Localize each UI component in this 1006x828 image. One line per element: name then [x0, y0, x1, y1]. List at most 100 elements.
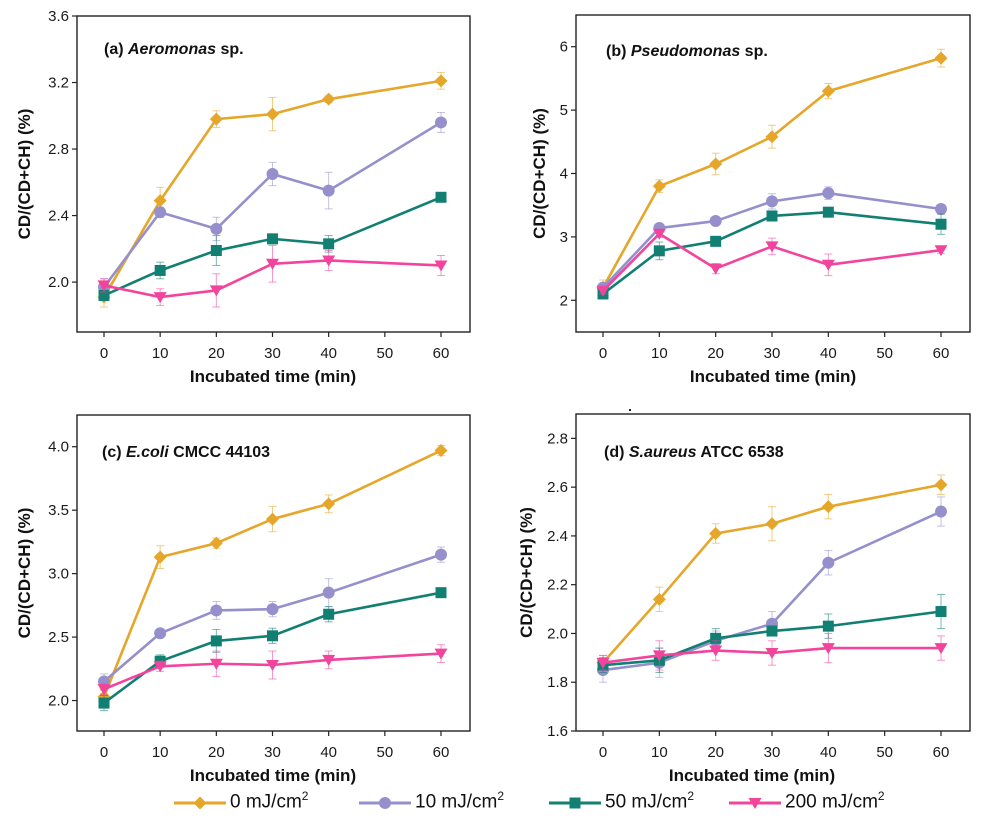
panel-a: 2.0 2.4 2.8 3.2 3.6 0 10 20 30 40 50 60 Incubated ti… — [15, 8, 471, 386]
panel-title: (a) Aeromonas sp. — [104, 41, 244, 58]
data-point — [653, 245, 665, 257]
series-3 — [97, 245, 448, 308]
data-point — [210, 222, 223, 235]
data-point — [266, 512, 279, 526]
data-point — [154, 206, 167, 219]
y-tick-label: 1.6 — [547, 723, 568, 740]
data-point — [710, 235, 722, 247]
data-point — [709, 645, 723, 657]
data-point — [323, 608, 335, 620]
panel-title-suffix: sp. — [216, 41, 244, 58]
data-point — [765, 130, 779, 144]
y-tick-label: 3.6 — [48, 8, 69, 25]
data-point — [98, 697, 110, 709]
legend: 0 mJ/cm2 10 mJ/cm2 50 mJ/cm2 200 mJ/cm2 — [170, 786, 930, 820]
panel-title: (b) Pseudomonas sp. — [606, 43, 768, 60]
panel-d: 1.6 1.8 2.0 2.2 2.4 2.6 2.8 0 10 20 30 40 50 60 Incuba… — [517, 413, 971, 785]
data-point — [821, 259, 835, 271]
series-line — [102, 79, 442, 298]
data-point — [210, 245, 222, 257]
y-axis-title: CD/(CD+CH) (%) — [15, 508, 34, 639]
series-line — [602, 610, 942, 667]
legend-label-0mj: 0 mJ/cm2 — [230, 788, 309, 813]
data-point — [434, 648, 448, 660]
data-point — [267, 630, 278, 642]
panel-c: 2.0 2.5 3.0 3.5 4.0 0 10 20 30 40 50 60 Incubated ti… — [15, 414, 471, 785]
data-point — [934, 478, 948, 492]
panel-title-suffix: ATCC 6538 — [696, 444, 783, 461]
y-tick-label: 2.0 — [48, 274, 69, 291]
data-point — [434, 444, 448, 458]
data-point — [435, 191, 447, 203]
data-point — [766, 195, 778, 208]
panel-title-prefix: (b) — [606, 43, 631, 60]
legend-label-50mj: 50 mJ/cm2 — [605, 788, 695, 813]
panel-title-prefix: (d) — [604, 444, 629, 461]
data-point — [596, 657, 610, 669]
data-point — [766, 210, 778, 222]
data-point — [209, 285, 223, 297]
y-tick-label: 3.2 — [48, 75, 69, 92]
data-point — [435, 548, 447, 561]
y-tick-label: 4.0 — [48, 439, 69, 456]
data-point — [765, 517, 779, 531]
y-tick-label: 2.6 — [547, 479, 568, 496]
x-tick-label: 10 — [152, 345, 169, 362]
data-point — [98, 289, 110, 301]
data-point — [322, 184, 335, 197]
data-point — [209, 112, 223, 126]
legend-marker — [379, 797, 391, 809]
y-tick-label: 2.2 — [547, 577, 568, 594]
series-line — [103, 591, 442, 705]
x-tick-label: 30 — [264, 345, 281, 362]
y-tick-label: 2.5 — [48, 629, 69, 646]
series-3 — [97, 644, 448, 696]
data-point — [822, 206, 834, 218]
data-point — [322, 497, 336, 511]
x-tick-label: 50 — [876, 744, 893, 761]
data-point — [822, 187, 835, 200]
series-line — [602, 510, 942, 672]
stray-dot — [629, 409, 631, 411]
data-point — [934, 643, 948, 655]
x-tick-label: 30 — [764, 345, 781, 362]
data-point — [154, 627, 167, 640]
plot-frame — [575, 413, 971, 732]
data-point — [323, 238, 335, 250]
x-tick-label: 60 — [933, 744, 950, 761]
y-tick-label: 2.4 — [547, 528, 568, 545]
data-point — [822, 620, 834, 632]
panel-title-species: E.coli — [126, 444, 169, 461]
legend-label-200mj: 200 mJ/cm2 — [785, 788, 885, 813]
data-point — [596, 285, 610, 297]
panel-title-suffix: CMCC 44103 — [169, 444, 270, 461]
x-tick-label: 40 — [320, 744, 337, 761]
x-tick-label: 10 — [651, 744, 668, 761]
data-point — [652, 228, 666, 240]
y-tick-label: 6 — [560, 39, 568, 56]
y-tick-label: 2.0 — [48, 693, 69, 710]
data-point — [652, 179, 666, 193]
x-tick-label: 20 — [707, 744, 724, 761]
legend-item-10mj: 10 mJ/cm2 — [355, 786, 504, 816]
y-tick-label: 3.5 — [48, 502, 69, 519]
panel-title: (c) E.coli CMCC 44103 — [102, 444, 270, 461]
legend-marker-square-icon — [549, 797, 601, 809]
series-line — [103, 259, 442, 299]
x-tick-label: 40 — [820, 345, 837, 362]
data-point — [153, 292, 167, 304]
data-point — [935, 606, 947, 618]
legend-marker-triangle-down-icon — [729, 798, 781, 809]
x-tick-label: 20 — [208, 744, 225, 761]
data-point — [322, 255, 336, 267]
data-point — [821, 500, 835, 514]
data-point — [935, 218, 947, 230]
y-axis-title: CD/(CD+CH) (%) — [517, 507, 536, 638]
x-tick-label: 60 — [433, 345, 450, 362]
panel-title-prefix: (a) — [104, 41, 128, 58]
data-point — [709, 526, 723, 540]
data-point — [765, 241, 779, 253]
series-1 — [98, 546, 447, 690]
x-axis-title: Incubated time (min) — [190, 367, 356, 386]
